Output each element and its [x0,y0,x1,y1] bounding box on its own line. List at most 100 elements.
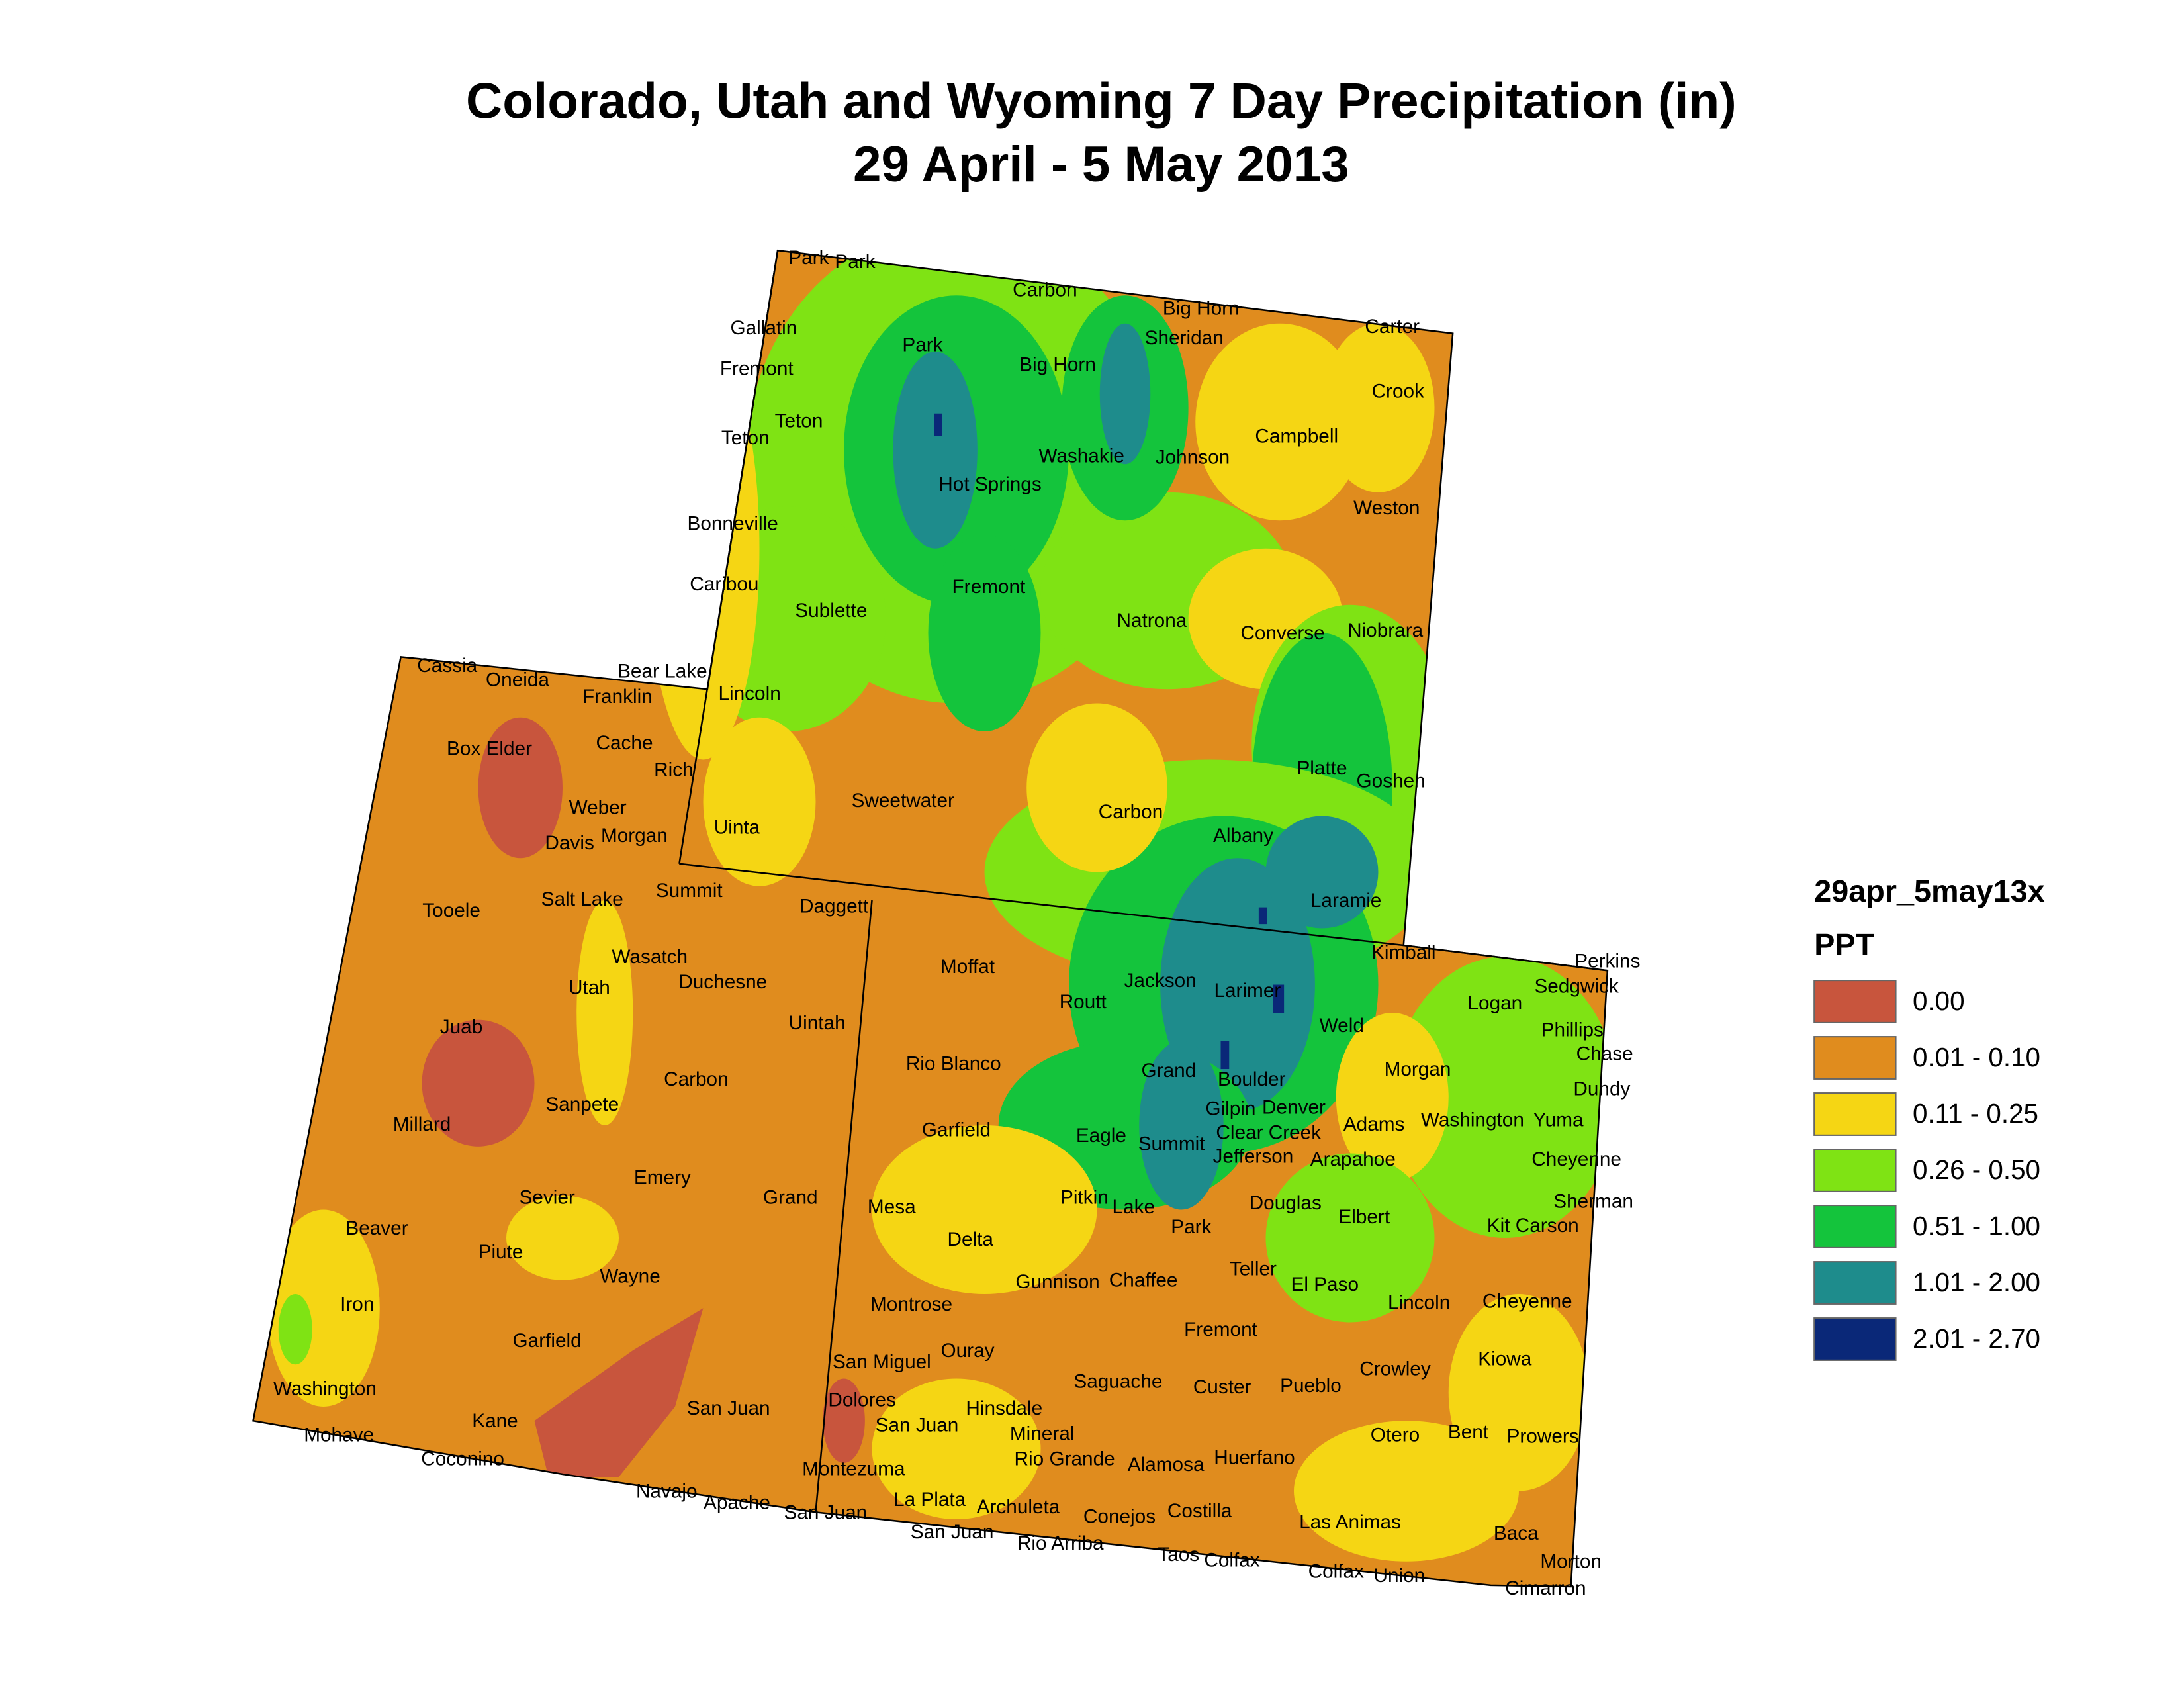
precip-area [278,1294,312,1365]
county-label: Douglas [1250,1192,1322,1214]
county-label: Morgan [1385,1058,1451,1080]
county-label: Tooele [422,900,480,921]
precip-area [1139,1041,1224,1210]
county-label: Oneida [486,669,549,690]
county-label: Arapahoe [1310,1149,1396,1170]
county-label: Fremont [952,576,1025,598]
county-label: Weber [569,797,627,819]
county-label: Logan [1468,992,1523,1014]
county-label: Park [835,251,875,273]
legend-swatch [1813,1149,1897,1192]
county-label: Iron [340,1293,374,1315]
county-label: Morgan [601,825,668,847]
county-label: Dolores [828,1389,896,1411]
precip-area [576,900,633,1125]
county-label: Caribou [690,573,758,595]
county-label: Millard [393,1113,451,1135]
county-label: Piute [478,1241,523,1263]
county-label: Johnson [1156,447,1230,469]
county-label: Colfax [1308,1561,1364,1583]
county-label: Carbon [664,1068,729,1090]
county-label: Lincoln [1388,1292,1450,1314]
precip-area [1099,323,1151,465]
county-label: Rio Grande [1015,1448,1115,1470]
county-label: Summit [656,880,723,902]
county-label: Carbon [1099,801,1163,823]
county-label: Weld [1320,1015,1364,1037]
map-title: Colorado, Utah and Wyoming 7 Day Precipi… [466,73,1737,130]
county-label: Coconino [421,1448,504,1470]
county-label: Perkins [1574,950,1640,972]
county-label: Rio Blanco [906,1053,1001,1074]
county-label: Uintah [789,1012,846,1034]
county-label: Sweetwater [852,790,955,812]
county-label: Gallatin [730,317,797,339]
precip-area [1160,858,1315,1111]
county-label: Rio Arriba [1017,1532,1104,1554]
county-label: Lake [1112,1196,1155,1218]
county-label: El Paso [1291,1274,1359,1295]
county-label: Crook [1372,381,1424,402]
county-labels: Park Park Carbon Big Horn Gallatin Carter Sher… [273,247,1641,1599]
county-label: Bear Lake [617,661,707,682]
legend-label: 0.51 - 1.00 [1913,1211,2040,1241]
county-label: Archuleta [977,1496,1060,1518]
county-label: Alamosa [1128,1454,1205,1476]
precip-area [928,534,1041,731]
legend-label: 0.26 - 0.50 [1913,1154,2040,1185]
county-label: Washington [273,1378,377,1399]
county-label: Sanpete [545,1094,619,1115]
county-label: Kiowa [1478,1348,1531,1370]
county-label: Huerfano [1214,1446,1295,1468]
county-label: Uinta [714,816,760,838]
county-label: Salt Lake [541,888,623,910]
county-label: Box Elder [447,737,532,759]
county-label: Costilla [1167,1500,1232,1522]
county-label: Colfax [1204,1550,1259,1571]
county-label: Sheridan [1145,327,1224,349]
precip-area [1265,1153,1435,1323]
county-label: Washakie [1038,445,1124,467]
county-label: Carbon [1013,279,1077,301]
county-label: Las Animas [1299,1511,1401,1533]
county-label: Clear Creek [1216,1122,1321,1144]
precip-area [703,717,816,886]
county-label: Bonneville [687,512,778,534]
precip-area [1322,323,1435,492]
county-label: Jefferson [1212,1146,1293,1168]
legend-swatch [1813,1092,1897,1136]
county-label: Yuma [1533,1109,1584,1131]
precip-area [1336,1013,1449,1182]
county-label: Sedgwick [1534,976,1618,998]
county-label: San Juan [687,1397,770,1419]
county-label: Teton [721,427,770,449]
county-label: Goshen [1357,770,1426,792]
precip-area [1265,816,1379,929]
county-label: Pitkin [1060,1186,1109,1208]
precip-area [1294,1421,1520,1562]
county-label: Converse [1240,622,1324,644]
county-label: Teller [1230,1258,1277,1280]
county-label: Mesa [868,1196,916,1218]
county-label: Albany [1213,825,1273,847]
legend-label: 1.01 - 2.00 [1913,1267,2040,1297]
legend-label: 0.00 [1913,986,1965,1016]
legend-subtitle: PPT [1814,927,1874,962]
county-label: Cheyenne [1482,1291,1572,1313]
county-label: Fremont [720,358,794,380]
county-label: Kit Carson [1487,1215,1579,1237]
county-label: La Plata [893,1489,966,1511]
county-label: Routt [1060,991,1107,1013]
county-label: Baca [1494,1523,1539,1544]
county-label: Beaver [345,1217,408,1239]
county-label: Rich [654,759,694,780]
county-label: Utah [569,977,610,999]
legend: 29apr_5may13x PPT 0.00 0.01 - 0.10 0.11 - … [1813,874,2045,1361]
county-label: Crowley [1359,1358,1431,1380]
county-label: Custer [1193,1376,1251,1398]
county-label: Mineral [1010,1423,1075,1444]
county-label: Laramie [1310,890,1381,912]
county-label: Morton [1540,1551,1602,1573]
county-label: Kimball [1371,942,1436,964]
